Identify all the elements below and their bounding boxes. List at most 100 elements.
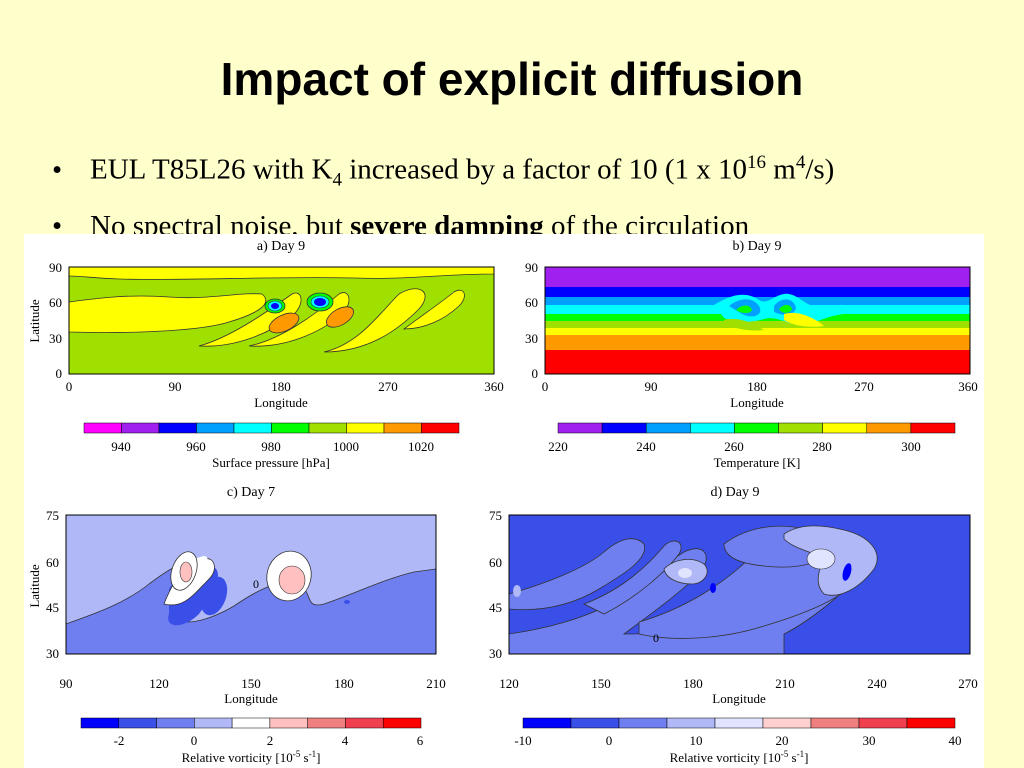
colorbar-swatch — [158, 422, 197, 434]
y-tick-label: 60 — [49, 295, 62, 310]
bullet-dot: • — [52, 210, 63, 243]
colorbar-tick-label: 30 — [863, 733, 876, 748]
x-tick-label: 90 — [169, 379, 182, 394]
y-tick-label: 60 — [525, 295, 538, 310]
colorbar-tick-label: 300 — [901, 439, 921, 454]
colorbar-tick-label: 940 — [111, 439, 131, 454]
colorbar-swatch — [570, 717, 620, 729]
panel-d-contour-label: 0 — [653, 631, 659, 645]
panel-a-xticks: 0 90 180 270 360 — [66, 379, 504, 394]
colorbar-swatch — [666, 717, 716, 729]
colorbar-swatch — [858, 717, 908, 729]
panel-a-xlabel: Longitude — [254, 395, 308, 410]
colorbar-swatch — [866, 422, 912, 434]
x-tick-label: 180 — [271, 379, 291, 394]
colorbar-swatch — [762, 717, 812, 729]
panel-b: b) Day 9 90 60 30 0 0 — [525, 239, 978, 470]
colorbar-swatch — [194, 717, 233, 729]
y-tick-label: 45 — [489, 600, 502, 615]
colorbar-tick-label: 0 — [191, 733, 198, 748]
panel-a-colorbar — [83, 422, 460, 434]
panel-c-colorbar — [80, 717, 422, 729]
panel-d: d) Day 9 0 75 60 45 30 120 150 18 — [489, 485, 978, 765]
panel-c-xlabel: Longitude — [224, 691, 278, 706]
panel-c-title: c) Day 7 — [227, 485, 275, 500]
y-tick-label: 90 — [49, 260, 62, 275]
panel-a: a) Day 9 Latitude 90 60 30 0 0 — [27, 239, 504, 470]
colorbar-swatch — [910, 422, 956, 434]
x-tick-label: 0 — [66, 379, 73, 394]
x-tick-label: 120 — [149, 676, 169, 691]
y-tick-label: 45 — [46, 600, 59, 615]
colorbar-swatch — [83, 422, 122, 434]
y-tick-label: 60 — [46, 555, 59, 570]
colorbar-swatch — [822, 422, 868, 434]
colorbar-swatch — [557, 422, 603, 434]
y-tick-label: 0 — [56, 366, 63, 381]
colorbar-swatch — [118, 717, 157, 729]
colorbar-swatch — [601, 422, 647, 434]
bullet-dot: • — [52, 153, 63, 186]
panel-a-title: a) Day 9 — [257, 239, 305, 254]
panel-c-colorbar-label: Relative vorticity [10-5 s-1] — [182, 749, 321, 765]
colorbar-swatch — [778, 422, 823, 434]
panel-c-contour-label: 0 — [253, 577, 259, 591]
figure-panels: a) Day 9 Latitude 90 60 30 0 0 — [24, 234, 984, 768]
colorbar-tick-label: 40 — [949, 733, 962, 748]
colorbar-tick-label: 6 — [417, 733, 424, 748]
panel-d-title: d) Day 9 — [711, 485, 760, 500]
colorbar-swatch — [714, 717, 764, 729]
colorbar-swatch — [307, 717, 346, 729]
colorbar-tick-label: 1000 — [333, 439, 359, 454]
x-tick-label: 90 — [645, 379, 658, 394]
panel-b-field — [545, 267, 970, 374]
panel-d-xlabel: Longitude — [712, 691, 766, 706]
panel-c-field — [66, 515, 436, 654]
colorbar-tick-label: -2 — [114, 733, 125, 748]
x-tick-label: 180 — [334, 676, 354, 691]
panel-d-colorbar — [522, 717, 956, 729]
colorbar-swatch — [690, 422, 735, 434]
colorbar-swatch — [645, 422, 691, 434]
colorbar-tick-label: 0 — [606, 733, 613, 748]
colorbar-swatch — [734, 422, 779, 434]
y-tick-label: 75 — [489, 508, 502, 523]
x-tick-label: 240 — [867, 676, 887, 691]
x-tick-label: 180 — [747, 379, 767, 394]
y-tick-label: 60 — [489, 555, 502, 570]
figure-svg: a) Day 9 Latitude 90 60 30 0 0 — [27, 239, 978, 765]
colorbar-tick-label: -10 — [514, 733, 531, 748]
x-tick-label: 150 — [241, 676, 261, 691]
colorbar-tick-label: 240 — [636, 439, 656, 454]
colorbar-swatch — [231, 717, 271, 729]
panel-a-field — [69, 267, 494, 374]
panel-b-colorbar — [557, 422, 956, 434]
colorbar-tick-label: 20 — [776, 733, 789, 748]
y-tick-label: 90 — [525, 260, 538, 275]
panel-c-xticks: 90 120 150 180 210 — [60, 676, 446, 691]
x-tick-label: 270 — [958, 676, 978, 691]
colorbar-tick-label: 980 — [261, 439, 281, 454]
colorbar-tick-label: 2 — [267, 733, 274, 748]
panel-d-field — [509, 515, 970, 654]
colorbar-swatch — [233, 422, 272, 434]
colorbar-swatch — [345, 717, 384, 729]
panel-a-yticks: 90 60 30 0 — [49, 260, 62, 381]
y-tick-label: 30 — [49, 331, 62, 346]
colorbar-swatch — [383, 422, 422, 434]
panel-d-colorbar-label: Relative vorticity [10-5 s-1] — [670, 749, 809, 765]
colorbar-swatch — [271, 422, 310, 434]
colorbar-swatch — [382, 717, 422, 729]
x-tick-label: 270 — [378, 379, 398, 394]
colorbar-swatch — [156, 717, 195, 729]
panel-d-xticks: 120 150 180 210 240 270 — [499, 676, 978, 691]
colorbar-swatch — [810, 717, 860, 729]
x-tick-label: 270 — [854, 379, 874, 394]
colorbar-swatch — [906, 717, 956, 729]
colorbar-swatch — [618, 717, 668, 729]
x-tick-label: 180 — [683, 676, 703, 691]
colorbar-swatch — [421, 422, 460, 434]
y-tick-label: 30 — [489, 646, 502, 661]
colorbar-tick-label: 280 — [812, 439, 832, 454]
colorbar-swatch — [196, 422, 235, 434]
